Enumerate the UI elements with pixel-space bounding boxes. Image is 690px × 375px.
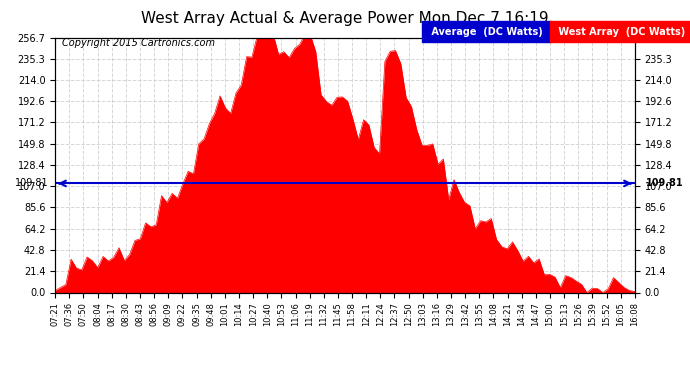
Text: West Array  (DC Watts): West Array (DC Watts) (555, 27, 689, 37)
Text: Copyright 2015 Cartronics.com: Copyright 2015 Cartronics.com (62, 38, 215, 48)
Text: Average  (DC Watts): Average (DC Watts) (428, 27, 546, 37)
Text: 109.81: 109.81 (14, 178, 48, 188)
Text: 109.81: 109.81 (647, 178, 684, 188)
Text: West Array Actual & Average Power Mon Dec 7 16:19: West Array Actual & Average Power Mon De… (141, 11, 549, 26)
